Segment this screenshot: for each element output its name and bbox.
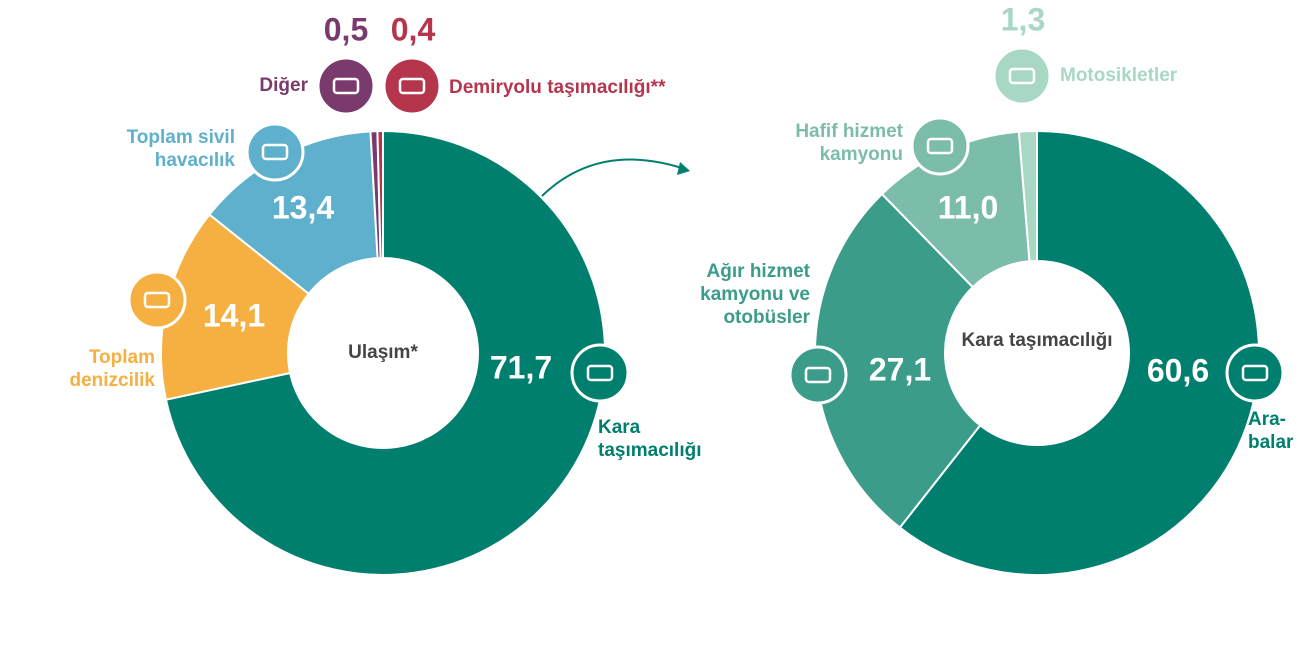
center-label: Ulaşım* — [348, 342, 418, 363]
donut-slice — [880, 130, 1031, 289]
category-label: Demiryolu taşımacılığı** — [449, 77, 666, 98]
category-icon — [992, 46, 1052, 106]
value-label: 27,1 — [869, 351, 931, 387]
category-label: Motosikletler — [1060, 65, 1178, 86]
donut-slice — [814, 192, 982, 529]
donut-slice — [160, 213, 311, 401]
arrow-head — [677, 162, 690, 175]
value-label: 13,4 — [272, 189, 334, 225]
value-label: 14,1 — [203, 297, 265, 333]
icon-glyph — [398, 77, 426, 95]
category-label: Toplam sivil havacılık — [126, 127, 235, 171]
icon-glyph — [1241, 364, 1269, 382]
value-label: 71,7 — [490, 349, 552, 385]
category-label: Hafif hizmet kamyonu — [795, 121, 903, 165]
category-label: Toplam denizcilik — [69, 347, 155, 391]
category-icon — [127, 270, 187, 330]
category-label: Diğer — [259, 75, 308, 96]
donut-slice — [1017, 129, 1038, 263]
category-icon — [316, 56, 376, 116]
icon-glyph — [332, 77, 360, 95]
donut-slice — [208, 130, 379, 296]
category-icon — [910, 116, 970, 176]
value-label: 60,6 — [1147, 352, 1209, 388]
category-icon — [570, 343, 630, 403]
category-icon — [382, 56, 442, 116]
category-label: Kara taşımacılığı — [598, 417, 702, 461]
icon-glyph — [926, 137, 954, 155]
category-icon — [245, 122, 305, 182]
donut-slice — [898, 129, 1260, 576]
value-label: 11,0 — [938, 189, 999, 225]
donut-slice — [164, 129, 606, 576]
icon-glyph — [586, 364, 614, 382]
icon-glyph — [143, 291, 171, 309]
donut-slice — [376, 129, 384, 260]
value-label: 0,4 — [391, 11, 436, 47]
category-icon — [788, 345, 848, 405]
category-icon — [1225, 343, 1285, 403]
category-label: Ağır hizmet kamyonu ve otobüsler — [700, 261, 810, 328]
center-label: Kara taşımacılığı — [961, 330, 1113, 351]
category-label: Ara-balar — [1248, 409, 1294, 453]
icon-glyph — [261, 143, 289, 161]
icon-glyph — [1008, 67, 1036, 85]
value-label: 0,5 — [324, 11, 368, 47]
value-label: 1,3 — [1001, 1, 1045, 37]
icon-glyph — [804, 366, 832, 384]
connector-arrow — [541, 158, 689, 197]
